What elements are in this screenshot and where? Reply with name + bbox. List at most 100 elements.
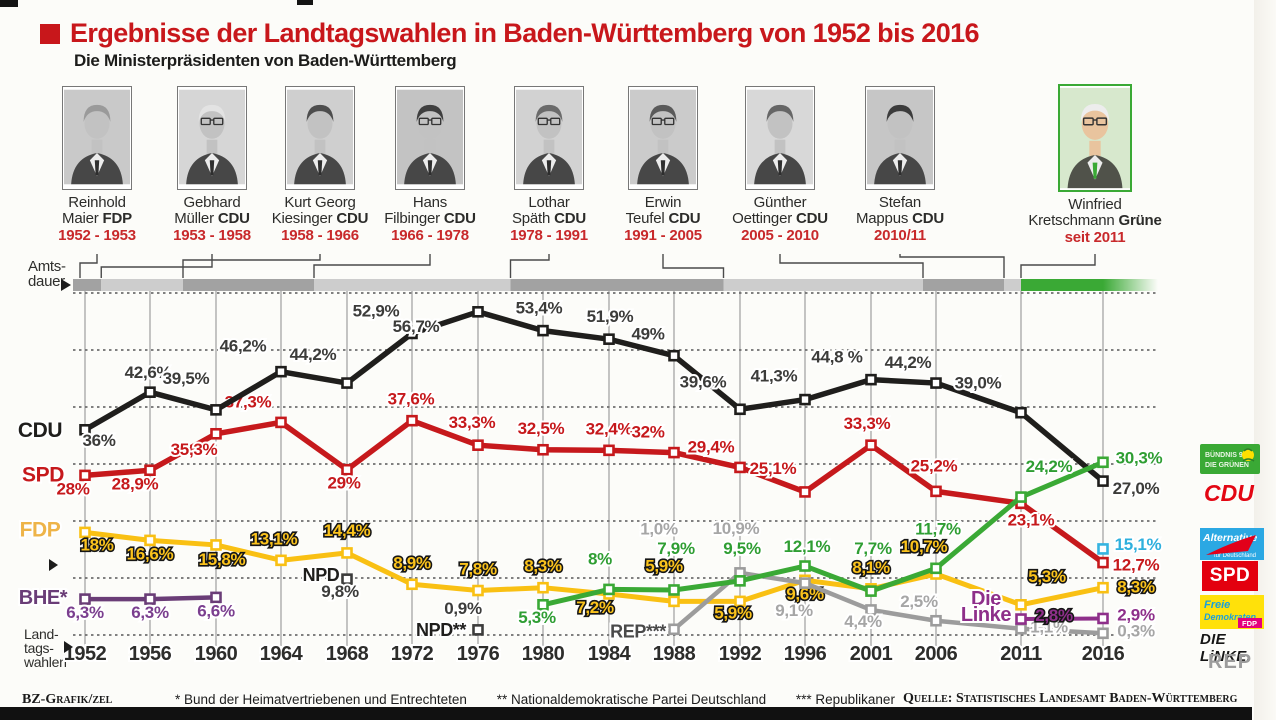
source-credit: Quelle: Statistisches Landesamt Baden-Wü… (903, 691, 1238, 706)
term-connector-kretschmann (1020, 254, 1096, 278)
value-label-spd-1968: 29% (327, 474, 360, 493)
year-label-1956: 1956 (129, 643, 172, 665)
marker-fdp-1952 (79, 526, 91, 539)
marker-gr-ne-1980 (537, 598, 549, 611)
year-label-1968: 1968 (326, 643, 369, 665)
year-label-1976: 1976 (457, 643, 500, 665)
series-gr-ne: 5,3% 8% 7,9% 9,5% 12,1% 7,7% 11,7% 24,2% 30,3% (516, 446, 1165, 628)
marker-fdp-1968 (341, 547, 353, 559)
year-label-2016: 2016 (1082, 643, 1125, 665)
marker-spd-1952 (79, 469, 91, 482)
term-bar-späth (510, 279, 724, 291)
value-label-gr-ne-1980: 5,3% (518, 608, 556, 627)
term-bar-oettinger (923, 279, 1004, 291)
value-label-rep-1992: 10,9% (713, 519, 760, 538)
marker-rep-2011 (1015, 622, 1027, 635)
svg-text:Demokraten: Demokraten (1204, 612, 1257, 622)
series-npd-1976: 0,9% NPD** (414, 597, 484, 642)
fdp-logo: Freie Demokraten FDP (1200, 595, 1264, 629)
value-label-spd-1960: 35,3% (171, 440, 218, 459)
minister-teufel: Erwin Teufel CDU 1991 - 2005 (593, 86, 733, 244)
term-bar-kiesinger (183, 279, 314, 291)
series-afd: 15,1% (1097, 533, 1164, 556)
value-label-fdp-1992: 5,9% (714, 603, 752, 622)
year-label-1984: 1984 (588, 643, 632, 665)
portrait-photo (514, 86, 584, 190)
value-label-gr-ne-2001: 7,7% (854, 539, 892, 558)
series-spd: 28% 28,9%35,3%37,3%29%37,6%33,3% 32,5% 32,4… (20, 388, 1162, 577)
value-label-bhe-1960: 6,6% (197, 601, 235, 620)
svg-text:BÜNDNIS 90: BÜNDNIS 90 (1205, 450, 1247, 459)
value-label-cdu-1988: 49% (631, 325, 664, 344)
value-label-rep-1996: 9,1% (775, 601, 813, 620)
year-label-2001: 2001 (850, 643, 893, 665)
marker-spd-1960 (210, 427, 222, 440)
value-label-cdu-2016: 27,0% (1113, 479, 1160, 498)
marker-gr-ne-1996 (799, 560, 811, 572)
marker-cdu-2016 (1097, 475, 1109, 487)
marker-spd-1980 (537, 443, 549, 456)
value-label-rep-2011: 1,1% (1030, 618, 1068, 637)
value-label-cdu-2001: 44,8 % (811, 348, 862, 367)
line-cdu (83, 309, 1105, 484)
portrait-photo (745, 86, 815, 190)
minister-name: Kurt Georg Kiesinger CDU (271, 194, 369, 227)
year-label-1980: 1980 (522, 643, 565, 665)
marker-cdu-1980 (537, 324, 549, 337)
afd-logo: Alternative für Deutschland (1200, 528, 1264, 560)
marker-cdu-2011 (1015, 406, 1027, 419)
marker-cdu-1972 (406, 327, 418, 340)
marker-gr-ne-1984 (603, 583, 615, 596)
value-label-cdu-1996: 41,3% (751, 367, 798, 386)
value-label-die-linke-2011: 2,8% (1035, 606, 1073, 625)
marker-spd-1968 (341, 463, 353, 476)
scan-artifact (0, 0, 18, 7)
term-bar-maier (73, 279, 102, 291)
minister-term: 1978 - 1991 (510, 227, 588, 244)
year-label-1996: 1996 (784, 643, 827, 665)
term-bar-kretschmann (1021, 279, 1103, 291)
marker-cdu-2006 (930, 377, 942, 389)
marker-cdu-1996 (799, 393, 811, 406)
minister-name: Gebhard Müller CDU (174, 194, 250, 227)
spd-logo: SPD (1202, 561, 1258, 591)
marker-fdp-2016 (1097, 581, 1109, 594)
portrait-illustration (1060, 87, 1130, 189)
portrait-illustration (287, 89, 353, 185)
minister-term: 1966 - 1978 (391, 227, 469, 244)
marker-cdu-1964 (275, 365, 287, 378)
value-label-cdu-2011: 39,0% (955, 374, 1002, 393)
year-label-1972: 1972 (391, 643, 434, 665)
portrait-illustration (179, 89, 245, 185)
value-label-gr-ne-2006: 11,7% (915, 519, 961, 538)
value-label-spd-1952: 28% (56, 479, 89, 498)
marker-rep-2001 (865, 604, 877, 616)
minister-späth: Lothar Späth CDU 1978 - 1991 (479, 86, 619, 244)
marker-rep-2006 (930, 614, 942, 627)
portrait-photo (62, 86, 132, 190)
value-label-die-linke-2016: 2,9% (1117, 605, 1155, 624)
minister-name: Erwin Teufel CDU (625, 194, 701, 227)
marker-cdu-1984 (603, 333, 615, 345)
marker-spd-1956 (144, 464, 156, 477)
value-label-rep-2001: 4,4% (844, 612, 882, 631)
minister-kiesinger: Kurt Georg Kiesinger CDU 1958 - 1966 (250, 86, 390, 244)
value-label-spd-2001: 33,3% (844, 414, 891, 433)
marker-afd-2016 (1097, 543, 1109, 555)
marker-cdu-1956 (144, 386, 156, 398)
value-label-cdu-1960: 39,5% (163, 369, 210, 388)
value-label-fdp-1988: 5,9% (645, 556, 683, 575)
minister-name: Hans Filbinger CDU (384, 194, 476, 227)
value-label-cdu-1968: 44,2% (290, 345, 337, 364)
marker-bhe-1956 (144, 593, 156, 605)
marker-fdp-1992 (734, 595, 746, 608)
minister-name: Winfried Kretschmann Grüne (1028, 196, 1162, 229)
portrait-photo (285, 86, 355, 190)
value-label-cdu-2006: 44,2% (885, 353, 932, 372)
graphic-credit: BZ-Grafik/zel (22, 692, 113, 707)
term-bar-teufel (723, 279, 923, 291)
marker-spd-1972 (406, 414, 418, 427)
term-bar-filbinger (314, 279, 511, 291)
series-name-npd-1968: NPD (303, 565, 340, 585)
